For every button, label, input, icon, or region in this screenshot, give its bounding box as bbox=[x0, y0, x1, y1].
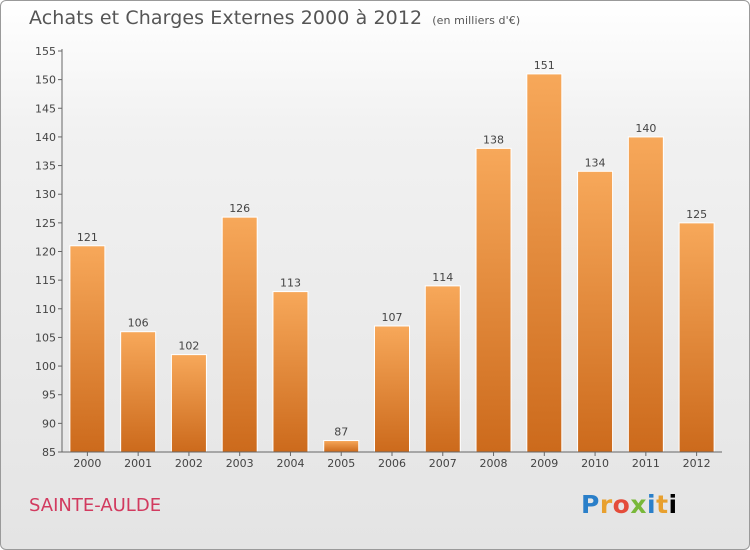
y-tick-label: 115 bbox=[35, 274, 56, 287]
y-tick-label: 150 bbox=[35, 74, 56, 87]
bar-value-label: 125 bbox=[686, 208, 707, 221]
bar bbox=[374, 325, 410, 453]
y-tick-label: 90 bbox=[42, 417, 56, 430]
unit-label: (en milliers d'€) bbox=[432, 14, 521, 27]
y-tick-label: 110 bbox=[35, 303, 56, 316]
bar-value-label: 102 bbox=[178, 340, 199, 353]
x-tick-label: 2005 bbox=[327, 457, 355, 470]
logo-letter: t bbox=[656, 490, 669, 519]
x-tick-label: 2008 bbox=[480, 457, 508, 470]
y-tick-label: 125 bbox=[35, 217, 56, 230]
bar-value-label: 107 bbox=[382, 311, 403, 324]
y-tick-label: 135 bbox=[35, 160, 56, 173]
bar-value-label: 138 bbox=[483, 133, 504, 146]
x-tick-label: 2002 bbox=[175, 457, 203, 470]
chart-title: Achats et Charges Externes 2000 à 2012 (e… bbox=[29, 7, 520, 29]
bar-value-label: 151 bbox=[534, 59, 555, 72]
x-axis: 2000 2001 2002 2003 2004 2005 2006 2007 2008 2009… bbox=[62, 451, 722, 470]
x-tick-label: 2009 bbox=[530, 457, 558, 470]
x-tick-label: 2000 bbox=[73, 457, 101, 470]
bar bbox=[577, 170, 614, 453]
bar bbox=[120, 331, 157, 453]
bar-value-label: 121 bbox=[77, 231, 98, 244]
logo-letter: i bbox=[668, 490, 678, 519]
x-tick-label: 2001 bbox=[124, 457, 152, 470]
y-tick-label: 130 bbox=[35, 188, 56, 201]
x-tick-label: 2004 bbox=[276, 457, 304, 470]
bar-value-label: 126 bbox=[229, 202, 250, 215]
logo-letter: x bbox=[630, 490, 647, 519]
logo-letter: o bbox=[612, 490, 631, 519]
bar-value-label: 114 bbox=[432, 271, 453, 284]
y-axis: 85 90 95 100 105 110 115 120 125 130 135 140 145 150 1… bbox=[35, 45, 63, 459]
bar-value-label: 87 bbox=[334, 426, 348, 439]
bar bbox=[69, 245, 106, 453]
y-tick-label: 145 bbox=[35, 102, 56, 115]
x-tick-label: 2010 bbox=[581, 457, 609, 470]
bars: 121 106 102 126 113 87 107 114 138 151 134 140 125 bbox=[69, 59, 715, 453]
bar-value-label: 134 bbox=[585, 156, 606, 169]
bar bbox=[272, 291, 309, 453]
commune-name: SAINTE-AULDE bbox=[29, 495, 162, 516]
x-tick-label: 2012 bbox=[683, 457, 711, 470]
bar bbox=[170, 354, 207, 453]
y-tick-label: 85 bbox=[42, 446, 56, 459]
x-tick-label: 2011 bbox=[632, 457, 660, 470]
logo-letter: P bbox=[581, 490, 600, 519]
bar bbox=[526, 73, 563, 453]
x-tick-label: 2006 bbox=[378, 457, 406, 470]
x-tick-label: 2007 bbox=[429, 457, 457, 470]
bar-value-label: 113 bbox=[280, 277, 301, 290]
bar-value-label: 106 bbox=[128, 317, 149, 330]
bar bbox=[221, 216, 258, 453]
bar-value-label: 140 bbox=[635, 122, 656, 135]
y-tick-label: 100 bbox=[35, 360, 56, 373]
proxiti-logo: Proxiti bbox=[581, 490, 678, 519]
bar bbox=[323, 440, 360, 453]
bar bbox=[627, 136, 664, 453]
logo-letter: r bbox=[599, 490, 613, 519]
bar bbox=[678, 222, 715, 453]
title-text: Achats et Charges Externes 2000 à 2012 bbox=[29, 7, 423, 29]
bar bbox=[424, 285, 461, 453]
y-tick-label: 140 bbox=[35, 131, 56, 144]
y-tick-label: 95 bbox=[42, 389, 56, 402]
logo-letter: i bbox=[647, 490, 657, 519]
y-tick-label: 155 bbox=[35, 45, 56, 58]
y-tick-label: 105 bbox=[35, 331, 56, 344]
y-tick-label: 120 bbox=[35, 246, 56, 259]
bar bbox=[475, 147, 512, 453]
x-tick-label: 2003 bbox=[226, 457, 254, 470]
